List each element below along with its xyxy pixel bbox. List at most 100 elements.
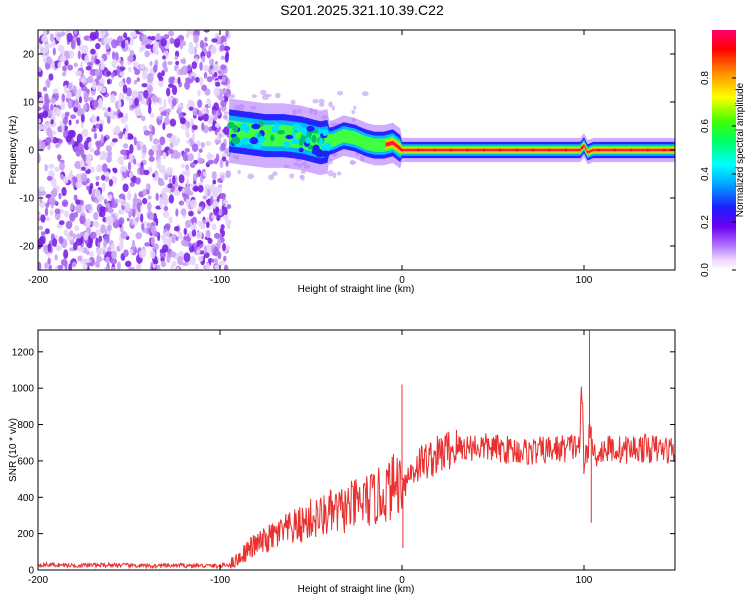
spectrogram-noise-blob — [175, 208, 179, 217]
spectrogram-noise-blob — [146, 222, 152, 229]
spectrogram-noise-blob — [202, 113, 209, 122]
spectrogram-noise-blob — [169, 251, 177, 258]
spectrogram-noise-blob — [75, 233, 82, 239]
spectrogram-ridge-blob — [285, 134, 294, 140]
spectrogram-noise-blob — [162, 200, 167, 206]
y-tick-label: 20 — [23, 50, 35, 61]
spectrogram-noise-blob — [186, 30, 191, 36]
snr-frame — [37, 329, 676, 571]
spectrogram-noise-blob — [135, 216, 140, 222]
spectrogram-noise-blob — [62, 175, 69, 184]
spectrogram-noise-blob — [203, 30, 210, 33]
spectrogram-noise-blob — [133, 158, 137, 165]
spectrogram-noise-blob — [181, 58, 187, 65]
spectrogram-noise-blob — [204, 187, 208, 198]
spectrogram-ridge-peak — [466, 148, 469, 152]
y-tick-label: -10 — [20, 194, 35, 205]
spectrogram-noise-blob — [327, 170, 334, 177]
spectrogram-noise-blob — [139, 63, 145, 70]
spectrogram-noise-blob — [331, 105, 335, 111]
spectrogram-ridge-peak — [580, 146, 584, 149]
spectrogram-noise-blob — [221, 205, 225, 212]
spectrogram-noise-blob — [94, 68, 100, 77]
spectrogram-noise-blob — [98, 235, 103, 243]
spectrogram-noise-blob — [185, 219, 192, 229]
spectrogram-noise-blob — [159, 252, 167, 258]
spectrogram-noise-blob — [115, 51, 119, 61]
spectrogram-noise-blob — [114, 198, 119, 203]
spectrogram-noise-blob — [187, 64, 192, 71]
spectrogram-noise-blob — [135, 177, 141, 185]
spectrogram-noise-blob — [162, 122, 166, 131]
spectrogram-noise-blob — [223, 45, 231, 52]
spectrogram-noise-blob — [88, 141, 92, 149]
spectrogram-noise-blob — [93, 211, 99, 221]
spectrogram-noise-blob — [110, 93, 116, 104]
spectrogram-noise-blob — [163, 205, 169, 212]
spectrogram-noise-blob — [162, 152, 167, 160]
spectrogram-noise-blob — [113, 111, 117, 116]
spectrogram-noise-blob — [220, 174, 225, 180]
spectrogram-noise-blob — [143, 130, 150, 136]
spectrogram-noise-blob — [312, 98, 319, 104]
spectrogram-ridge-blob — [302, 127, 308, 137]
spectrogram-noise-blob — [120, 230, 128, 239]
colorbar-tick-label: 0.4 — [700, 167, 711, 181]
spectrogram-noise-blob — [207, 160, 214, 165]
spectrogram-noise-blob — [166, 254, 171, 263]
spectrogram-noise-blob — [160, 38, 167, 47]
spectrogram-noise-blob — [124, 112, 129, 122]
spectrogram-noise-blob — [44, 93, 49, 102]
spectrogram-ridge-peak — [548, 148, 551, 152]
spectrogram-noise-blob — [206, 76, 213, 83]
spectrogram-noise-blob — [95, 229, 102, 236]
spectrogram-noise-blob — [138, 250, 146, 259]
spectrogram-noise-blob — [218, 132, 222, 139]
spectrogram-noise-blob — [117, 155, 124, 165]
spectrogram-noise-blob — [129, 181, 135, 187]
spectrogram-ridge-blob — [306, 125, 315, 132]
colorbar: 0.0 0.2 0.4 0.6 0.8 Normalized spectral ampl… — [700, 30, 746, 277]
spectrogram-noise-blob — [206, 221, 210, 229]
x-tick-label: -100 — [210, 575, 230, 586]
spectrogram-noise-blob — [141, 83, 148, 88]
spectrogram-noise-blob — [168, 177, 172, 185]
spectrogram-noise-blob — [38, 153, 41, 163]
spectrogram-noise-blob — [300, 174, 305, 181]
spectrogram-noise-blob — [135, 264, 141, 270]
spectrogram-noise-blob — [217, 177, 223, 183]
spectrogram-noise-blob — [43, 102, 50, 110]
spectrogram-noise-blob — [45, 78, 51, 89]
snr-series-line — [38, 330, 675, 570]
spectrogram-noise-blob — [152, 44, 158, 55]
spectrogram-noise-blob — [209, 64, 214, 70]
spectrogram-noise-blob — [220, 224, 225, 230]
spectrogram-noise-blob — [57, 44, 65, 53]
spectrogram-noise-blob — [55, 244, 62, 252]
spectrogram-noise-blob — [120, 116, 127, 125]
spectrogram-ridge-peak — [515, 148, 518, 152]
spectrogram-ridge-blob — [240, 122, 249, 132]
spectrogram-noise-blob — [143, 169, 150, 176]
spectrogram-noise-blob — [69, 212, 76, 222]
spectrogram-noise-blob — [163, 98, 167, 109]
spectrogram-noise-blob — [142, 197, 148, 205]
spectrogram-noise-blob — [183, 252, 191, 263]
spectrogram-noise-blob — [118, 217, 125, 225]
spectrogram-noise-blob — [148, 87, 152, 97]
spectrogram-noise-blob — [151, 145, 158, 152]
spectrogram-noise-blob — [51, 187, 58, 198]
spectrogram-noise-blob — [167, 183, 173, 189]
spectrogram-noise-blob — [127, 161, 132, 172]
spectrogram-ridge-blob — [285, 141, 291, 149]
spectrogram-noise-blob — [171, 85, 178, 96]
spectrogram-noise-blob — [110, 250, 117, 260]
spectrogram-noise-blob — [50, 130, 57, 136]
spectrogram-noise-blob — [191, 76, 196, 82]
spectrogram-noise-blob — [57, 154, 61, 162]
spectrogram-noise-blob — [106, 154, 112, 163]
spectrogram-noise-blob — [151, 125, 156, 136]
spectrogram-noise-blob — [193, 222, 197, 231]
spectrogram-noise-blob — [118, 81, 125, 88]
